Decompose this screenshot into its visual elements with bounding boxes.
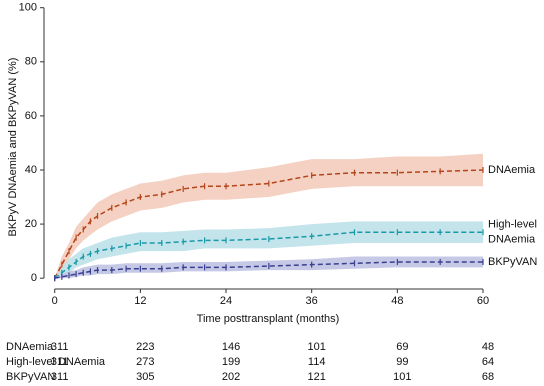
risk-count: 199 xyxy=(222,356,240,368)
risk-row-label: High-level DNAemia xyxy=(6,356,106,368)
risk-count: 305 xyxy=(136,371,154,383)
series-label: BKPyVAN xyxy=(488,256,537,268)
risk-count: 223 xyxy=(136,341,154,353)
x-tick-label: 12 xyxy=(134,295,146,307)
x-tick-label: 60 xyxy=(477,295,489,307)
confidence-band xyxy=(54,221,484,279)
y-tick-label: 80 xyxy=(25,56,37,68)
risk-row-label: DNAemia xyxy=(6,341,54,353)
series-line xyxy=(54,231,483,279)
risk-count: 69 xyxy=(396,341,408,353)
risk-row-label: BKPyVAN xyxy=(6,371,55,383)
x-tick-label: 0 xyxy=(52,295,58,307)
risk-count: 273 xyxy=(136,356,154,368)
x-axis-label: Time posttransplant (months) xyxy=(197,313,340,325)
risk-count: 101 xyxy=(393,371,411,383)
risk-count: 146 xyxy=(222,341,240,353)
risk-count: 64 xyxy=(482,356,494,368)
risk-count: 311 xyxy=(51,371,69,383)
risk-count: 114 xyxy=(308,356,326,368)
series-line xyxy=(54,169,484,279)
y-tick-label: 60 xyxy=(25,110,37,122)
risk-count: 311 xyxy=(51,341,69,353)
x-tick-label: 36 xyxy=(306,295,318,307)
risk-count: 121 xyxy=(308,371,326,383)
y-tick-label: 20 xyxy=(25,218,37,230)
series-line xyxy=(54,261,483,279)
y-axis-label: BKPyV DNAemia and BKPyVAN (%) xyxy=(7,58,19,237)
series-label: DNAemia xyxy=(488,234,536,246)
confidence-band xyxy=(54,153,484,279)
risk-count: 48 xyxy=(482,341,494,353)
y-tick-label: 100 xyxy=(19,2,37,14)
y-tick-label: 40 xyxy=(25,164,37,176)
x-tick-label: 24 xyxy=(220,295,232,307)
series-label: DNAemia xyxy=(488,164,536,176)
x-tick-label: 48 xyxy=(391,295,403,307)
series-label: High-level xyxy=(488,219,537,231)
risk-count: 99 xyxy=(396,356,408,368)
risk-count: 101 xyxy=(308,341,326,353)
risk-count: 68 xyxy=(482,371,494,383)
y-tick-label: 0 xyxy=(31,272,37,284)
risk-count: 311 xyxy=(51,356,69,368)
risk-count: 202 xyxy=(222,371,240,383)
